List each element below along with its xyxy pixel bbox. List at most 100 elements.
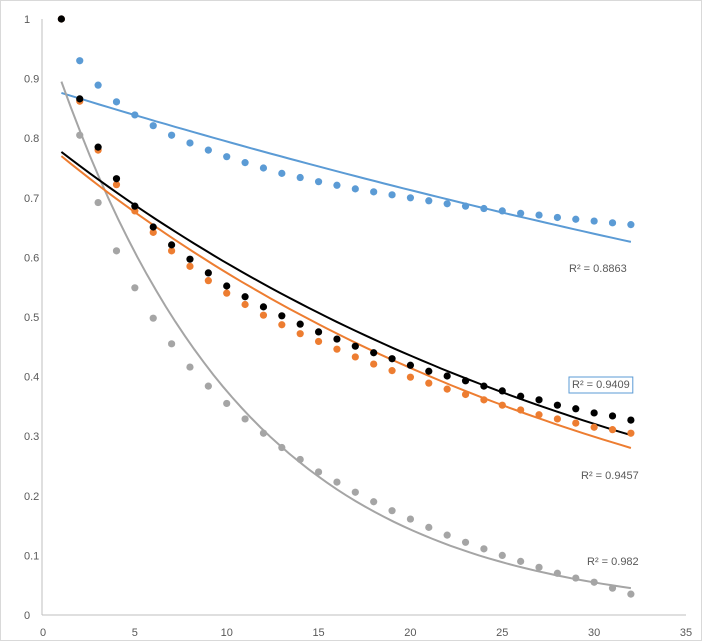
data-point-blue [461,202,470,210]
data-point-gray [572,574,580,582]
data-point-orange [241,300,249,309]
y-tick-label: 0 [24,610,30,622]
data-point-black [590,409,598,417]
data-point-orange [498,401,506,409]
data-point-black [186,255,194,263]
data-point-black [296,320,304,328]
y-tick-label: 0.6 [24,252,39,264]
data-point-orange [535,411,543,419]
data-point-gray [112,247,121,255]
data-point-gray [241,415,249,423]
data-point-blue [223,153,231,161]
data-point-gray [517,557,525,565]
trendline-blue [61,91,632,243]
data-point-black [425,367,433,375]
data-point-black [333,335,341,343]
x-tick-label: 35 [680,627,692,639]
data-point-black [204,269,212,277]
data-point-black [351,342,359,350]
x-tick-label: 30 [588,627,600,639]
data-point-blue [278,169,286,177]
data-point-blue [186,139,194,147]
r2-label-orange: R² = 0.9457 [581,470,639,482]
r2-labels: R² = 0.8863 R² = 0.982 R² = 0.9457 R² = 0.9… [568,263,639,568]
data-point-orange [296,330,304,338]
y-tick-label: 0.5 [24,312,39,324]
data-point-orange [608,426,617,434]
data-point-blue [314,178,323,186]
data-point-blue [443,200,451,208]
data-point-orange [278,321,286,329]
data-point-gray [314,468,323,476]
data-point-blue [608,219,617,227]
data-point-gray [296,455,304,464]
trendline-gray [60,81,632,590]
data-point-gray [186,363,194,371]
data-point-black [370,349,378,357]
data-point-orange [480,396,488,404]
data-point-blue [94,81,102,89]
data-point-gray [608,584,617,592]
data-point-black [112,175,121,183]
data-point-blue [406,194,415,202]
data-point-orange [406,373,415,381]
data-point-black [168,241,176,249]
data-point-gray [461,538,470,546]
y-tick-label: 0.8 [24,133,39,145]
data-point-blue [535,211,543,219]
data-point-blue [296,173,304,182]
data-point-black [443,372,451,380]
trendline-black [60,151,632,437]
data-point-orange [149,228,157,236]
data-point-black [553,401,562,409]
data-point-gray [370,498,378,506]
data-point-black [406,361,415,369]
y-tick-label: 0.3 [24,431,39,443]
x-tick-label: 5 [132,627,138,639]
data-point-black [461,377,470,385]
data-point-black [259,303,268,311]
data-point-gray [627,590,635,598]
r2-label-black: R² = 0.9409 [572,379,630,391]
data-point-orange [553,415,562,423]
data-point-blue [480,204,488,213]
data-point-blue [131,111,139,119]
data-point-gray [480,545,488,553]
data-point-gray [553,569,562,577]
y-tick-label: 0.4 [24,372,39,384]
data-point-black [608,412,617,420]
data-point-blue [517,209,525,217]
data-point-gray [425,523,433,531]
data-point-blue [259,164,268,172]
data-point-orange [370,360,378,368]
data-point-black [149,223,157,231]
data-point-blue [149,122,157,130]
data-point-gray [388,507,396,515]
data-point-gray [535,563,543,571]
data-point-black [498,387,506,395]
data-point-blue [498,207,506,215]
data-point-gray [204,382,212,390]
data-point-gray [94,198,102,207]
data-point-orange [461,390,470,399]
data-point-black [223,282,231,290]
data-point-blue [572,215,580,223]
data-point-gray [443,531,451,539]
data-point-orange [627,429,635,437]
data-point-black [572,405,580,413]
x-tick-label: 15 [312,627,324,639]
data-point-orange [517,406,525,414]
data-point-orange [388,367,396,375]
data-point-blue [204,146,212,154]
data-point-orange [572,419,580,427]
data-point-gray [406,515,415,523]
y-tick-label: 0.9 [24,74,39,86]
data-point-blue [425,197,433,205]
data-point-black [480,382,488,390]
data-point-black [388,355,396,363]
data-point-orange [314,337,323,346]
data-point-orange [333,345,341,353]
data-point-gray [131,284,139,292]
data-point-blue [76,57,84,65]
data-point-orange [425,379,433,387]
